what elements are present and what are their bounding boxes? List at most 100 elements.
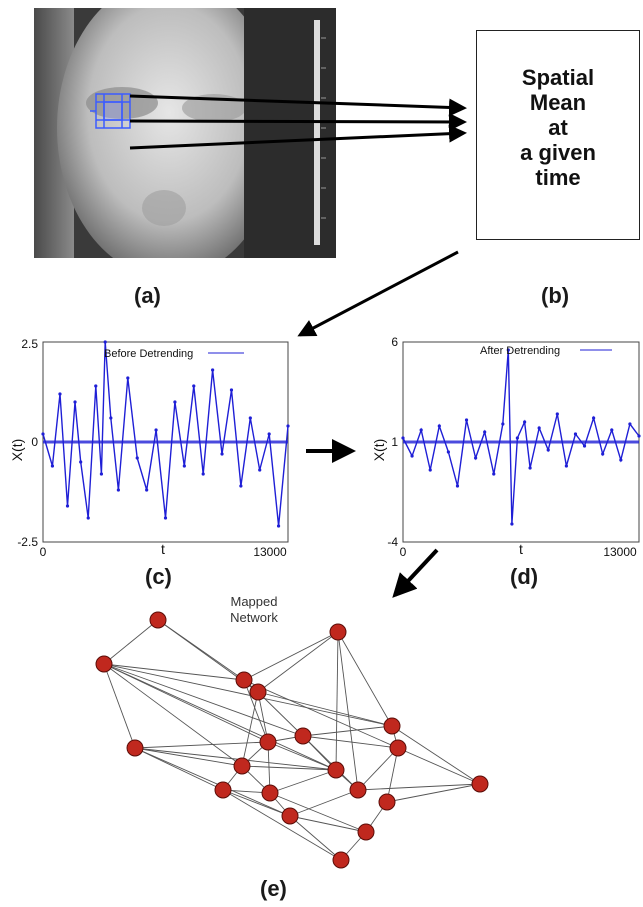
data-point [103, 340, 107, 344]
roi-grid [90, 93, 131, 129]
network-node [389, 739, 407, 757]
network-edge [103, 663, 245, 681]
arrow-top [129, 94, 467, 117]
network-edge [103, 663, 393, 727]
network-node [249, 683, 267, 701]
data-point [506, 348, 510, 352]
network-edge [243, 679, 399, 749]
data-point [501, 422, 505, 426]
network-edge [257, 691, 304, 737]
plot-d-xtick-right: 13000 [603, 545, 637, 559]
network-node [233, 757, 251, 775]
plot-d-ylabel: X(t) [371, 439, 387, 462]
arrow-middle [129, 112, 467, 131]
network-edge [289, 815, 367, 833]
network-edge [289, 789, 359, 817]
network-edge [103, 663, 304, 737]
data-point [564, 464, 568, 468]
data-point [135, 456, 139, 460]
plot-after-detrending: 6 1 -4 0 13000 t X(t) After Detrending [371, 335, 641, 559]
label-c: (c) [145, 564, 172, 589]
data-point [258, 468, 262, 472]
data-point [510, 522, 514, 526]
plot-c-ytick-bottom: -2.5 [17, 535, 38, 549]
network-node [327, 761, 345, 779]
network-edge [222, 789, 291, 817]
data-point [455, 484, 460, 488]
data-point [401, 436, 405, 440]
data-point [65, 504, 70, 508]
data-point [628, 422, 632, 426]
plot-d-ytick-bottom: -4 [387, 535, 398, 549]
data-point [619, 458, 623, 462]
network-edge [357, 747, 399, 791]
label-d: (d) [510, 564, 539, 589]
thermal-face-image [34, 8, 336, 258]
arrow-d-to-e [392, 548, 439, 598]
network-edge [269, 769, 337, 794]
data-point [528, 466, 532, 470]
network-edge [243, 679, 269, 743]
data-point [229, 388, 234, 392]
network-node [95, 655, 113, 673]
plot-before-detrending: 2.5 0 -2.5 0 13000 t X(t) Before Detrend… [9, 337, 290, 559]
data-point [474, 456, 478, 460]
network-edge [337, 631, 393, 727]
data-point [220, 452, 224, 456]
data-point [79, 460, 83, 464]
data-point [73, 400, 77, 404]
network-edge [134, 747, 224, 791]
data-point [126, 376, 130, 380]
network-edge [302, 735, 359, 791]
data-point [286, 424, 290, 428]
arrow-bottom [129, 124, 467, 150]
network-edge [335, 631, 339, 771]
plot-c-ytick-top: 2.5 [21, 337, 38, 351]
network-node [383, 717, 401, 735]
data-point [523, 420, 527, 424]
network-edge [269, 792, 367, 833]
data-point [50, 464, 55, 468]
data-point [86, 516, 90, 520]
plot-d-xtick-left: 0 [400, 545, 407, 559]
data-point [267, 432, 271, 436]
box-line-3: at [548, 115, 568, 140]
data-point [94, 384, 98, 388]
data-point [192, 384, 196, 388]
label-b: (b) [541, 283, 570, 308]
network-edge [302, 725, 393, 737]
box-line-1: Spatial [521, 65, 595, 90]
data-point [555, 412, 559, 416]
network-edge [134, 747, 337, 771]
network-edge [103, 663, 243, 767]
data-point [154, 428, 158, 432]
network-edge [134, 747, 291, 817]
data-point [428, 468, 432, 472]
data-point [116, 488, 120, 492]
roi-to-box-arrows [129, 94, 467, 150]
data-point [546, 448, 550, 452]
network-node [329, 623, 347, 641]
data-point [515, 436, 519, 440]
data-point [201, 472, 205, 476]
network-edge [241, 765, 337, 771]
data-point [58, 392, 62, 396]
data-point [492, 472, 496, 476]
network-edge [357, 783, 481, 791]
network-node [471, 775, 489, 793]
network-edge [103, 663, 269, 743]
network-edge [397, 747, 481, 785]
network-edge [222, 789, 342, 861]
data-point [537, 426, 541, 430]
plot-c-xtick-left: 0 [40, 545, 47, 559]
plot-d-ytick-top: 6 [391, 335, 398, 349]
network-edge [257, 631, 339, 693]
network-node [259, 733, 277, 751]
data-point [410, 454, 414, 458]
thermal-face-drawing [34, 8, 336, 258]
network-edge [391, 725, 481, 785]
network-edge [103, 663, 337, 771]
box-line-5: time [535, 165, 581, 190]
data-point [173, 400, 177, 404]
